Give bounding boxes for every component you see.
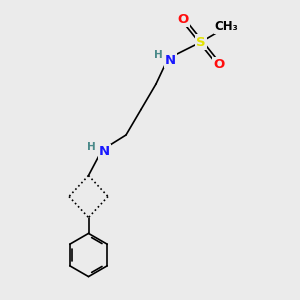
Text: N: N bbox=[165, 54, 176, 68]
Text: CH₃: CH₃ bbox=[214, 20, 239, 34]
Text: O: O bbox=[213, 58, 225, 71]
Text: H: H bbox=[87, 142, 96, 152]
Text: N: N bbox=[99, 145, 110, 158]
Text: O: O bbox=[177, 13, 189, 26]
Text: S: S bbox=[196, 35, 206, 49]
Text: H: H bbox=[154, 50, 163, 60]
